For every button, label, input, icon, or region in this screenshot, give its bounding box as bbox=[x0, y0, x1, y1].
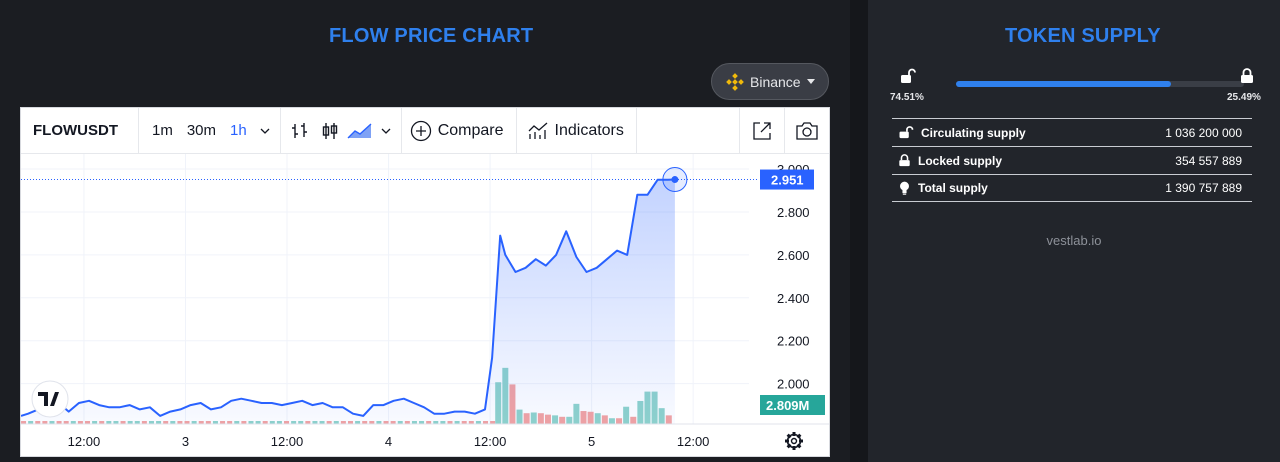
price-tick-label: 2.400 bbox=[777, 291, 810, 306]
tradingview-logo-mark bbox=[38, 392, 59, 406]
bars-icon[interactable] bbox=[285, 116, 315, 146]
table-row: Locked supply 354 557 889 bbox=[892, 146, 1252, 174]
timeframe-1h[interactable]: 1h bbox=[230, 122, 247, 139]
volume-tag bbox=[760, 395, 825, 415]
row-value: 354 557 889 bbox=[1175, 153, 1242, 168]
credit-text: vestlab.io bbox=[1046, 233, 1102, 248]
price-tick-label: 2.800 bbox=[777, 205, 810, 220]
time-tick-label: 5 bbox=[588, 434, 595, 449]
tradingview-widget[interactable]: FLOWUSDT 1m 30m 1h bbox=[20, 107, 830, 457]
indicators-label: Indicators bbox=[554, 121, 624, 139]
time-tick-label: 4 bbox=[385, 434, 392, 449]
time-tick-label: 3 bbox=[182, 434, 189, 449]
last-price-point bbox=[671, 176, 679, 184]
timeframe-group: 1m 30m 1h bbox=[139, 116, 280, 146]
row-label: Total supply bbox=[918, 181, 988, 195]
exchange-label: Binance bbox=[750, 73, 801, 90]
candles-icon[interactable] bbox=[315, 116, 345, 146]
price-chart-panel: FLOW PRICE CHART Binance FLOWUSDT 1m 30m… bbox=[20, 25, 830, 457]
lock-icon bbox=[1241, 68, 1253, 83]
area-icon[interactable] bbox=[345, 116, 375, 146]
chart-style-group bbox=[281, 116, 401, 146]
compare-button[interactable]: Compare bbox=[402, 120, 516, 142]
camera-icon[interactable] bbox=[785, 116, 829, 146]
price-plot[interactable]: 3.0002.8002.6002.4002.2002.0002.9512.809… bbox=[21, 154, 829, 456]
toolbar-divider bbox=[784, 107, 785, 154]
caret-down-icon bbox=[806, 78, 815, 84]
tradingview-logo-icon bbox=[31, 380, 69, 418]
time-tick-label: 12:00 bbox=[68, 434, 101, 449]
chevron-down-icon[interactable] bbox=[254, 116, 276, 146]
supply-progress-track bbox=[956, 81, 1244, 87]
toolbar-divider bbox=[635, 107, 637, 154]
unlock-icon bbox=[901, 68, 916, 83]
timeframe-30m[interactable]: 30m bbox=[186, 122, 217, 139]
price-area bbox=[21, 179, 675, 424]
settings-gear-icon[interactable] bbox=[785, 432, 803, 450]
panel-divider bbox=[850, 0, 868, 462]
supply-table: Circulating supply 1 036 200 000 Locked … bbox=[892, 118, 1252, 202]
exchange-selector[interactable]: Binance bbox=[711, 63, 829, 100]
toolbar-divider bbox=[515, 107, 517, 154]
volume-tag-label: 2.809M bbox=[766, 398, 809, 413]
price-tag bbox=[760, 169, 814, 190]
toolbar-divider bbox=[739, 107, 740, 154]
bulb-icon bbox=[900, 181, 909, 195]
compare-label: Compare bbox=[437, 121, 504, 139]
price-tag-label: 2.951 bbox=[771, 173, 804, 188]
indicators-icon bbox=[528, 122, 547, 139]
supply-progress-fill bbox=[956, 81, 1171, 87]
price-line bbox=[21, 178, 675, 417]
binance-logo-icon bbox=[726, 72, 744, 91]
token-supply-panel: TOKEN SUPPLY 74.51% 25.49% Circulating s… bbox=[868, 0, 1280, 462]
price-tick-label: 2.200 bbox=[777, 334, 810, 349]
time-tick-label: 12:00 bbox=[271, 434, 304, 449]
timeframe-1m[interactable]: 1m bbox=[151, 122, 173, 139]
price-tick-label: 2.000 bbox=[777, 377, 810, 392]
toolbar-divider bbox=[400, 107, 402, 154]
chart-toolbar: FLOWUSDT 1m 30m 1h bbox=[21, 107, 829, 154]
time-tick-label: 12:00 bbox=[474, 434, 507, 449]
price-chart-title: FLOW PRICE CHART bbox=[329, 25, 534, 47]
table-row: Circulating supply 1 036 200 000 bbox=[892, 118, 1252, 146]
plus-circle-icon bbox=[410, 120, 431, 141]
price-tick-label: 2.600 bbox=[777, 248, 810, 263]
unlock-icon bbox=[899, 126, 914, 139]
toolbar-divider bbox=[279, 107, 281, 154]
time-tick-label: 12:00 bbox=[677, 434, 710, 449]
expand-icon[interactable] bbox=[740, 116, 784, 146]
table-row: Total supply 1 390 757 889 bbox=[892, 174, 1252, 202]
toolbar-divider bbox=[137, 107, 139, 154]
row-label: Circulating supply bbox=[921, 125, 1026, 140]
symbol-label[interactable]: FLOWUSDT bbox=[33, 122, 118, 139]
unlocked-percent: 74.51% bbox=[890, 92, 924, 103]
chevron-down-icon[interactable] bbox=[375, 116, 397, 146]
lock-progress: 74.51% 25.49% bbox=[890, 68, 1270, 108]
row-value: 1 036 200 000 bbox=[1165, 125, 1242, 140]
locked-percent: 25.49% bbox=[1227, 92, 1261, 103]
row-value: 1 390 757 889 bbox=[1165, 181, 1242, 195]
lock-icon bbox=[899, 154, 910, 167]
token-supply-title: TOKEN SUPPLY bbox=[1005, 25, 1161, 47]
indicators-button[interactable]: Indicators bbox=[517, 121, 636, 141]
row-label: Locked supply bbox=[918, 153, 1003, 168]
